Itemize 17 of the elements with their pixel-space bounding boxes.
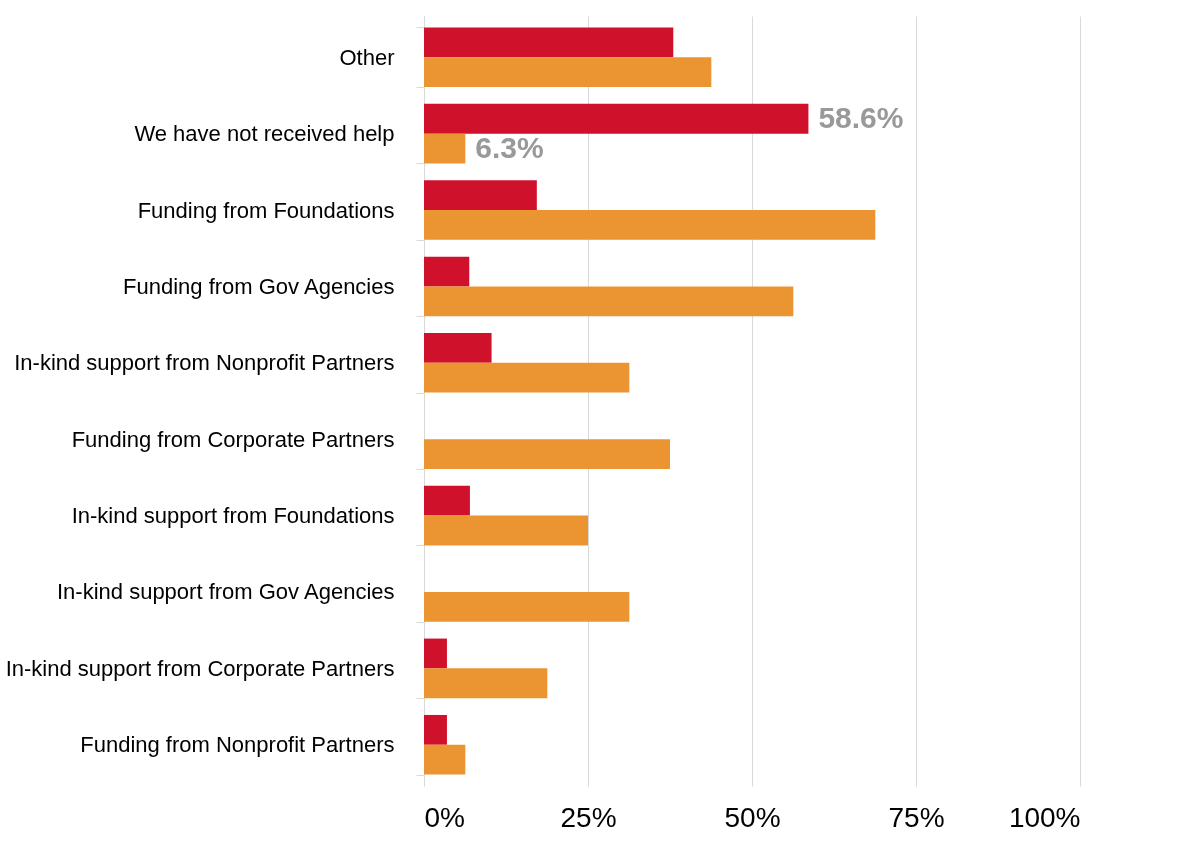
y-tick-label: Funding from Foundations xyxy=(137,197,395,223)
data-label: 6.3% xyxy=(475,130,544,164)
y-tick-label: In-kind support from Foundations xyxy=(71,503,395,529)
x-tick-label: 25% xyxy=(560,801,617,833)
y-tick-label: Funding from Corporate Partners xyxy=(71,426,395,452)
y-tick-label: We have not received help xyxy=(134,121,395,147)
y-tick-label: In-kind support from Nonprofit Partners xyxy=(14,350,395,376)
y-tick-label: Funding from Gov Agencies xyxy=(123,273,395,299)
data-label: 58.6% xyxy=(818,100,904,134)
x-tick-label: 75% xyxy=(888,801,945,833)
y-tick-label: In-kind support from Gov Agencies xyxy=(57,579,395,605)
x-tick-label: 100% xyxy=(1008,801,1081,833)
x-tick-label: 50% xyxy=(724,801,781,833)
y-tick-label: In-kind support from Corporate Partners xyxy=(5,655,395,681)
x-tick-label: 0% xyxy=(424,801,465,833)
y-tick-label: Funding from Nonprofit Partners xyxy=(80,732,395,758)
y-tick-label: Other xyxy=(339,44,395,70)
